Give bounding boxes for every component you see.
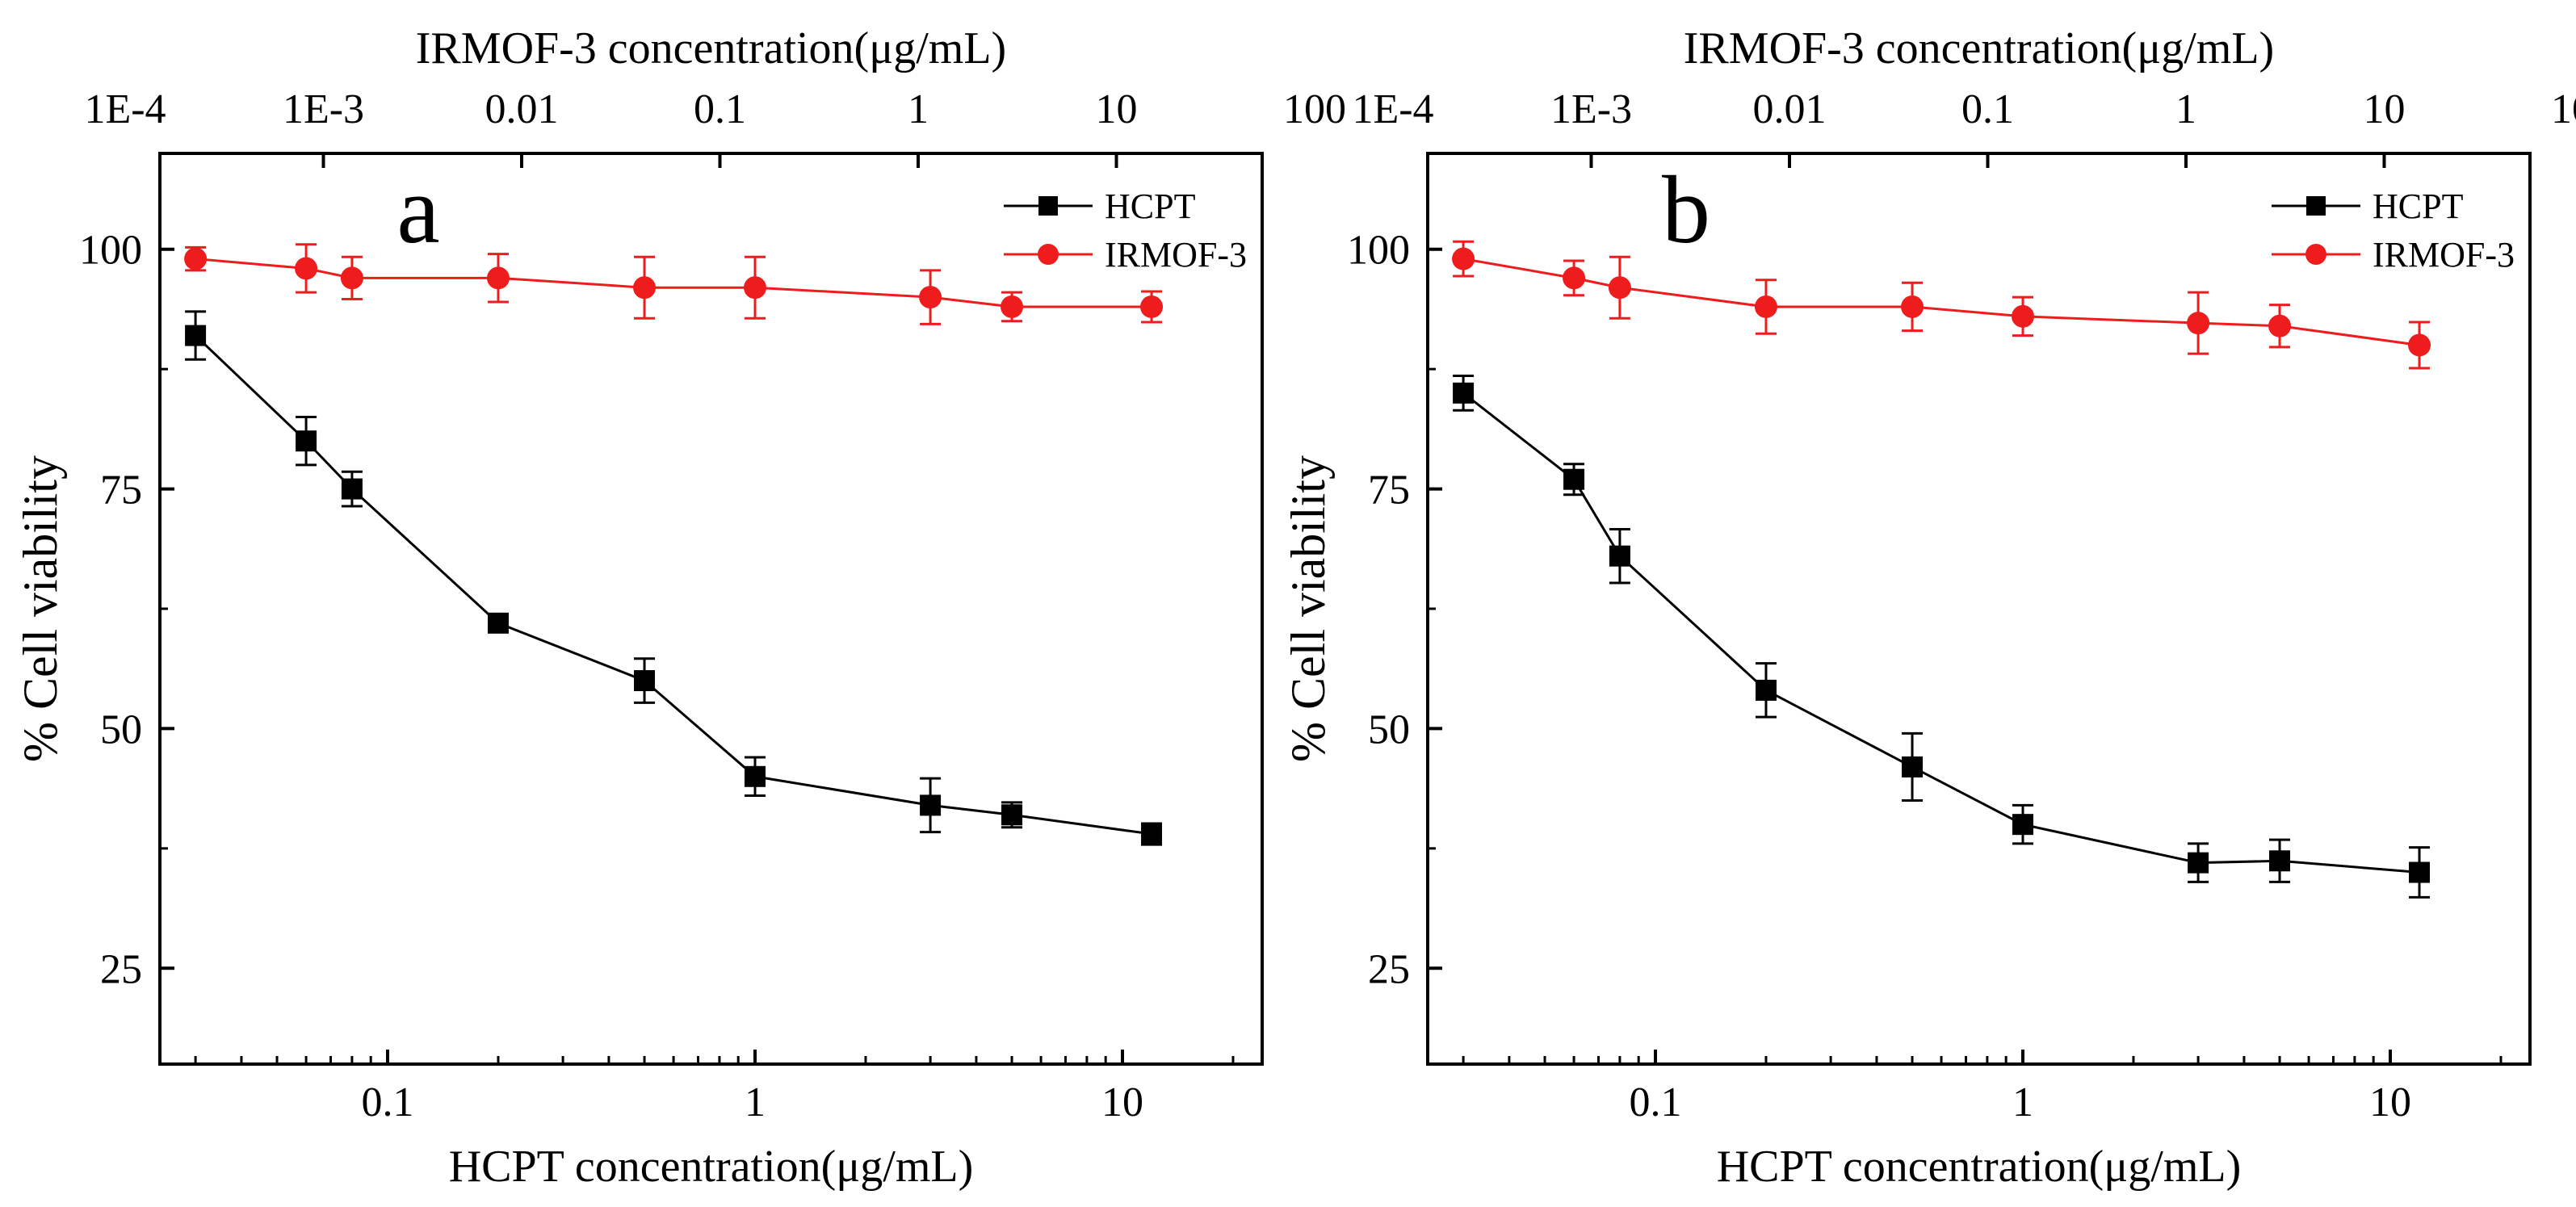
data-point [1755, 679, 1777, 701]
y-axis-title: % Cell viability [1282, 455, 1335, 762]
y-tick-label: 50 [1368, 706, 1410, 752]
panel-label: b [1662, 156, 1710, 263]
data-point [1563, 266, 1586, 290]
top-x-tick-label: 0.1 [1961, 86, 2014, 132]
y-axis-title: % Cell viability [14, 455, 67, 762]
data-point [2188, 852, 2209, 874]
top-x-tick-label: 1 [908, 86, 929, 132]
chart-panel-a: 25 50 75 100 0.1 1 10 1E-4 1E-3 0.01 0.1 1 10 100 HCPT… [14, 23, 1346, 1192]
x-axis-title: HCPT concentration(μg/mL) [449, 1142, 974, 1192]
series-irmof-3 [184, 243, 1164, 325]
chart-panel-b: 25 50 75 100 0.1 1 10 1E-4 1E-3 0.01 0.1 1 10 100 HCPT… [1282, 23, 2576, 1192]
y-tick-label: 100 [79, 228, 142, 274]
data-point [1001, 295, 1024, 318]
top-x-tick-label: 1 [2175, 86, 2196, 132]
top-x-tick-label: 100 [1283, 86, 1346, 132]
top-x-tick-label: 10 [1096, 86, 1138, 132]
x-tick-label: 1 [745, 1079, 766, 1125]
top-x-tick-label: 10 [2364, 86, 2406, 132]
data-point [295, 257, 318, 280]
series-hcpt [1453, 374, 2431, 899]
series-line [195, 334, 1152, 836]
y-tick-label: 25 [1368, 946, 1410, 992]
data-point [486, 266, 510, 290]
x-tick-label: 1 [2012, 1079, 2033, 1125]
data-point [634, 670, 656, 692]
data-point [1609, 545, 1630, 567]
data-point [340, 266, 363, 290]
top-x-tick-label: 1E-4 [84, 86, 166, 132]
top-x-tick-label: 0.01 [1753, 86, 1827, 132]
data-point [184, 247, 208, 270]
y-tick-label: 75 [1368, 467, 1410, 513]
y-tick-label: 50 [100, 706, 142, 752]
data-point [487, 612, 509, 634]
data-point [919, 286, 942, 309]
top-x-tick-label: 0.01 [485, 86, 559, 132]
data-point [2268, 314, 2292, 337]
x-tick-label: 10 [1101, 1079, 1143, 1125]
legend-label: HCPT [2373, 186, 2464, 226]
data-point [2012, 814, 2034, 836]
series-irmof-3 [1452, 240, 2431, 370]
legend-label: HCPT [1105, 186, 1196, 226]
x-tick-label: 0.1 [362, 1079, 414, 1125]
top-x-tick-label: 1E-3 [283, 86, 364, 132]
data-point [296, 430, 317, 452]
legend-label: IRMOF-3 [1105, 235, 1247, 275]
data-point [1754, 295, 1777, 318]
top-x-tick-label: 100 [2551, 86, 2576, 132]
data-point [341, 478, 363, 500]
data-point [745, 765, 766, 787]
data-point [1140, 295, 1164, 318]
data-point [1452, 247, 1475, 270]
data-point [2269, 850, 2291, 872]
top-x-tick-label: 1E-3 [1550, 86, 1632, 132]
y-tick-label: 75 [100, 467, 142, 513]
data-point [920, 794, 942, 816]
x-tick-label: 10 [2369, 1079, 2411, 1125]
data-point [2012, 304, 2035, 328]
data-point [1141, 824, 1163, 845]
top-x-tick-label: 1E-4 [1352, 86, 1433, 132]
legend-label: IRMOF-3 [2373, 235, 2515, 275]
series-line [1462, 392, 2420, 874]
panel-label: a [396, 156, 439, 263]
plot-frame [1426, 152, 2532, 1066]
legend-marker [1038, 196, 1058, 216]
legend-marker [1038, 244, 1059, 265]
top-x-tick-label: 0.1 [694, 86, 746, 132]
x-axis-title: HCPT concentration(μg/mL) [1717, 1142, 2242, 1192]
top-x-axis-title: IRMOF-3 concentration(μg/mL) [416, 23, 1006, 73]
x-tick-label: 0.1 [1630, 1079, 1682, 1125]
data-point [1001, 804, 1023, 826]
data-point [744, 276, 767, 300]
top-x-axis-title: IRMOF-3 concentration(μg/mL) [1684, 23, 2274, 73]
y-tick-label: 25 [100, 946, 142, 992]
data-point [185, 325, 207, 346]
y-tick-label: 100 [1347, 228, 1410, 274]
legend-marker [2306, 196, 2326, 216]
data-point [1902, 756, 1924, 777]
data-point [1453, 382, 1475, 404]
data-point [633, 276, 657, 300]
data-point [2409, 861, 2431, 883]
plot-frame [158, 152, 1264, 1066]
data-point [1901, 295, 1924, 318]
series-hcpt [185, 310, 1163, 846]
legend-marker [2305, 244, 2326, 265]
data-point [1563, 468, 1585, 490]
data-point [2187, 312, 2210, 335]
data-point [1608, 276, 1631, 300]
data-point [2408, 333, 2431, 357]
